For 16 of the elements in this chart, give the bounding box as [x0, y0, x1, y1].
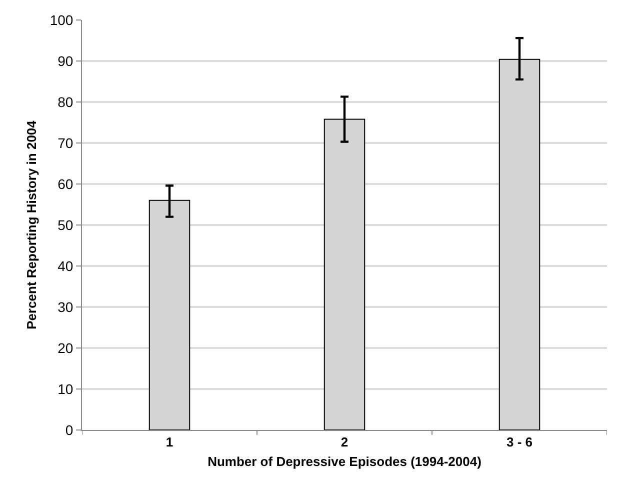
y-tick-label: 90 [58, 52, 74, 69]
y-tick-label: 80 [58, 94, 74, 110]
y-tick-label: 0 [65, 422, 74, 438]
y-tick-label: 20 [58, 340, 74, 356]
y-tick-label: 60 [58, 176, 74, 192]
x-tick-label: 2 [340, 434, 348, 450]
x-axis-title: Number of Depressive Episodes (1994-2004) [208, 454, 482, 470]
y-tick-label: 10 [58, 380, 74, 397]
y-tick-label: 100 [50, 12, 74, 28]
y-tick-label: 30 [58, 298, 74, 315]
y-tick-label: 40 [58, 258, 74, 274]
x-tick-label: 3 - 6 [506, 434, 533, 450]
y-axis-title: Percent Reporting History in 2004 [24, 120, 39, 330]
y-tick-label: 70 [58, 134, 74, 151]
y-tick-label: 50 [58, 216, 74, 233]
x-tick-label: 1 [166, 434, 174, 450]
